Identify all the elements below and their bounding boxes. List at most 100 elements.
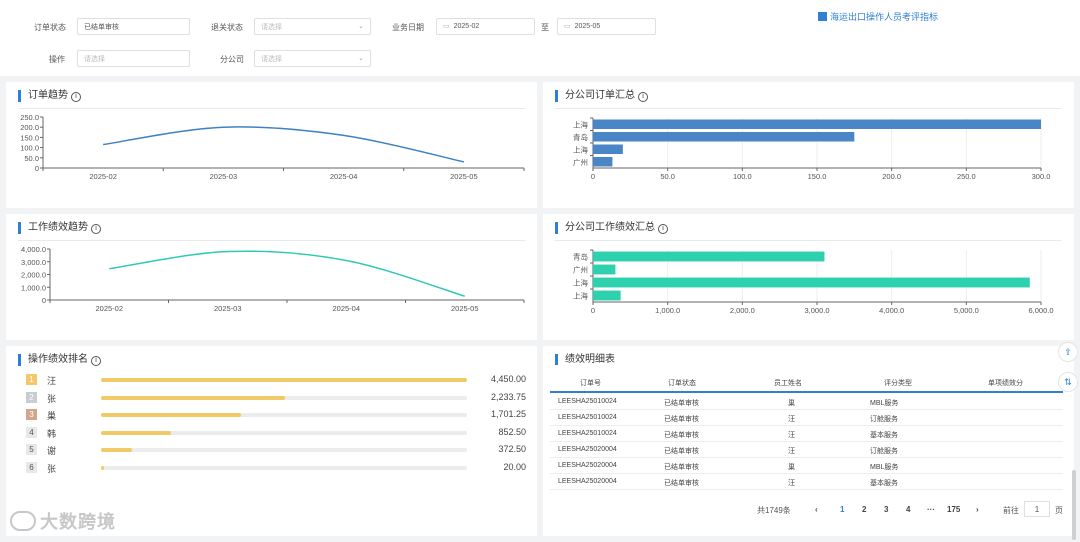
series-line xyxy=(103,126,465,163)
date-from-input[interactable]: ▭ 2025-02 xyxy=(436,18,535,35)
table-cell: 巢 xyxy=(788,464,795,471)
x-tick-label: 200.0 xyxy=(882,172,901,181)
table-cell: LEESHA25010024 xyxy=(558,430,617,437)
x-tick-label: 2025-02 xyxy=(95,304,123,313)
return-status-select[interactable]: 请选择 ⌄ xyxy=(254,18,371,35)
rank-value: 1,701.25 xyxy=(490,409,526,420)
order-trend-card: 订单趋势 i 250.0 200.0 150.0 100.0 50.0 0 2025-02 20… xyxy=(6,82,537,208)
table-cell: 已结单审核 xyxy=(664,400,699,407)
x-tick-label: 4,000.0 xyxy=(879,306,904,315)
page-ellipsis[interactable]: ··· xyxy=(927,505,935,514)
rank-number: 4 xyxy=(26,426,37,438)
table-cell: MBL服务 xyxy=(870,464,899,471)
eval-indicator-link[interactable]: 海运出口操作人员考评指标 xyxy=(818,10,938,23)
watermark-logo-icon xyxy=(10,511,36,531)
info-icon[interactable]: i xyxy=(71,92,81,102)
category-label: 青岛 xyxy=(573,252,588,262)
order-status-select[interactable]: 已结单审核 xyxy=(77,18,190,35)
x-tick-label: 150.0 xyxy=(808,172,827,181)
chevron-down-icon: ⌄ xyxy=(358,55,364,62)
scrollbar[interactable] xyxy=(1072,470,1076,540)
table-cell: 已结单审核 xyxy=(664,448,699,455)
y-tick-label: 150.0 xyxy=(20,133,39,142)
return-status-label: 退关状态 xyxy=(211,23,243,32)
branch-select[interactable]: 请选择 ⌄ xyxy=(254,50,371,67)
info-icon[interactable]: i xyxy=(638,92,648,102)
y-tick-label: 2,000.0 xyxy=(21,271,46,280)
info-icon[interactable]: i xyxy=(658,224,668,234)
rank-name: 张 xyxy=(47,464,57,474)
table-cell: 基本服务 xyxy=(870,480,898,487)
table-header: 订单号 订单状态 员工姓名 评分类型 单项绩效分 xyxy=(550,374,1063,393)
info-icon[interactable]: i xyxy=(91,224,101,234)
rank-name: 巢 xyxy=(47,411,57,422)
info-icon[interactable]: i xyxy=(91,356,101,366)
rank-number: 6 xyxy=(26,462,37,473)
prev-page-button[interactable]: ‹ xyxy=(815,505,818,514)
category-label: 上海 xyxy=(573,119,588,129)
col-score-type: 评分类型 xyxy=(884,380,912,387)
col-item-score: 单项绩效分 xyxy=(988,380,1023,387)
x-tick-label: 2025-05 xyxy=(450,172,478,181)
goto-page-input[interactable]: 1 xyxy=(1024,501,1050,517)
card-title: 订单趋势 i xyxy=(18,90,81,102)
card-title: 分公司工作绩效汇总 i xyxy=(555,222,668,234)
bar xyxy=(593,144,623,154)
bar xyxy=(593,157,613,167)
upload-icon[interactable]: ⇪ xyxy=(1058,342,1078,362)
page-175[interactable]: 175 xyxy=(947,505,961,514)
rank-value: 852.50 xyxy=(498,426,526,437)
table-row[interactable]: LEESHA25020004 已结单审核 巢 MBL服务 xyxy=(550,458,1063,474)
y-tick-label: 100.0 xyxy=(20,144,39,153)
watermark: 大数跨境 xyxy=(10,508,116,534)
operator-input[interactable]: 请选择 xyxy=(77,50,190,67)
bar xyxy=(593,277,1030,288)
sort-icon[interactable]: ⇅ xyxy=(1058,372,1078,392)
table-cell: 已结单审核 xyxy=(664,464,699,471)
rank-bar-fill xyxy=(101,466,104,470)
table-cell: 汪 xyxy=(788,416,795,423)
rank-bar-track xyxy=(101,378,467,382)
col-order-no: 订单号 xyxy=(580,380,601,387)
operator-label: 操作 xyxy=(49,55,65,64)
table-cell: 已结单审核 xyxy=(664,432,699,439)
bar xyxy=(593,119,1041,129)
date-to-input[interactable]: ▭ 2025-05 xyxy=(557,18,656,35)
branch-perf-summary-card: 分公司工作绩效汇总 i 0 1,000.0 2,000.0 3,000.0 4,000.0… xyxy=(543,214,1074,340)
table-row[interactable]: LEESHA25020004 已结单审核 汪 订舱服务 xyxy=(550,442,1063,458)
op-ranking-card: 操作绩效排名 i 1 汪 4,450.00 2 张 2,233.75 3 巢 1,701.25 4 韩… xyxy=(6,346,537,536)
divider xyxy=(18,240,525,241)
category-label: 上海 xyxy=(573,144,588,154)
rank-bar-track xyxy=(101,448,467,453)
table-cell: 汪 xyxy=(788,480,795,487)
table-row[interactable]: LEESHA25020004 已结单审核 汪 基本服务 xyxy=(550,474,1063,490)
page-2[interactable]: 2 xyxy=(862,505,867,514)
rank-value: 20.00 xyxy=(503,462,526,472)
page-3[interactable]: 3 xyxy=(884,505,889,514)
rank-bar-track xyxy=(101,466,467,470)
page-1[interactable]: 1 xyxy=(840,505,845,514)
table-row[interactable]: LEESHA25010024 已结单审核 汪 基本服务 xyxy=(550,426,1063,442)
col-order-status: 订单状态 xyxy=(668,380,696,387)
ranking-row: 6 张 20.00 xyxy=(26,462,526,474)
x-tick-label: 100.0 xyxy=(733,172,752,181)
table-row[interactable]: LEESHA25010024 已结单审核 巢 MBL服务 xyxy=(550,394,1063,410)
y-tick-label: 0 xyxy=(35,164,39,173)
y-tick-label: 0 xyxy=(42,296,46,305)
table-row[interactable]: LEESHA25010024 已结单审核 汪 订舱服务 xyxy=(550,410,1063,426)
total-count: 共1749条 xyxy=(757,506,791,515)
next-page-button[interactable]: › xyxy=(976,505,979,514)
table-cell: 巢 xyxy=(788,400,795,407)
order-status-label: 订单状态 xyxy=(34,23,66,32)
page-unit: 页 xyxy=(1055,506,1063,515)
rank-bar-fill xyxy=(101,413,241,418)
category-label: 上海 xyxy=(573,278,588,288)
y-tick-label: 50.0 xyxy=(24,154,39,163)
x-tick-label: 300.0 xyxy=(1032,172,1051,181)
rank-number: 3 xyxy=(26,409,37,421)
table-cell: LEESHA25020004 xyxy=(558,462,617,469)
x-tick-label: 3,000.0 xyxy=(804,306,829,315)
page-4[interactable]: 4 xyxy=(906,505,911,514)
card-title: 操作绩效排名 i xyxy=(18,354,101,366)
